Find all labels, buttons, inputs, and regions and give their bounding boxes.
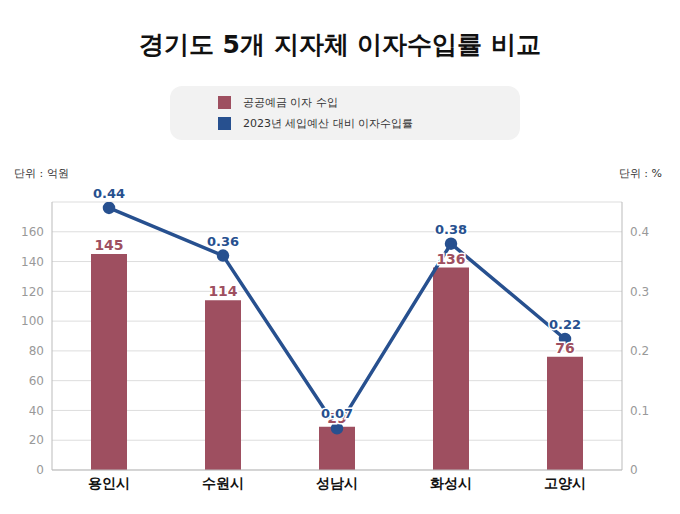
svg-text:0.36: 0.36 [207, 234, 239, 249]
html-text:경기도 5개 지자체 이자수입률 비교: 경기도 5개 지자체 이자수입률 비교 [138, 30, 542, 59]
html-text:2023년 세입예산 대비 이자수입률: 2023년 세입예산 대비 이자수입률 [243, 117, 414, 130]
svg-text:0: 0 [630, 463, 638, 477]
svg-text:0.38: 0.38 [435, 222, 467, 237]
svg-text:136: 136 [436, 251, 465, 267]
svg-text:76: 76 [555, 340, 574, 356]
svg-text:고양시: 고양시 [544, 475, 586, 491]
svg-text:수원시: 수원시 [202, 475, 244, 491]
svg-text:0.07: 0.07 [321, 406, 353, 421]
svg-text:120: 120 [21, 285, 44, 299]
svg-text:용인시: 용인시 [88, 475, 130, 491]
svg-text:0.2: 0.2 [630, 344, 649, 358]
svg-text:0.4: 0.4 [630, 225, 649, 239]
svg-text:0: 0 [36, 463, 44, 477]
svg-text:20: 20 [29, 433, 44, 447]
svg-text:60: 60 [29, 374, 44, 388]
svg-text:0.44: 0.44 [93, 186, 125, 201]
svg-text:114: 114 [208, 283, 237, 299]
svg-text:40: 40 [29, 404, 44, 418]
svg-text:성남시: 성남시 [316, 475, 358, 491]
svg-text:145: 145 [94, 237, 123, 253]
html-text:공공예금 이자 수입: 공공예금 이자 수입 [243, 96, 338, 109]
svg-text:0.1: 0.1 [630, 404, 649, 418]
html-text:단위 : 억원: 단위 : 억원 [14, 167, 69, 180]
svg-text:160: 160 [21, 225, 44, 239]
html-text:단위 : %: 단위 : % [618, 167, 662, 180]
svg-text:100: 100 [21, 314, 44, 328]
svg-text:0.22: 0.22 [549, 317, 581, 332]
svg-text:140: 140 [21, 255, 44, 269]
svg-text:화성시: 화성시 [430, 475, 472, 491]
svg-text:0.3: 0.3 [630, 285, 649, 299]
svg-text:80: 80 [29, 344, 44, 358]
